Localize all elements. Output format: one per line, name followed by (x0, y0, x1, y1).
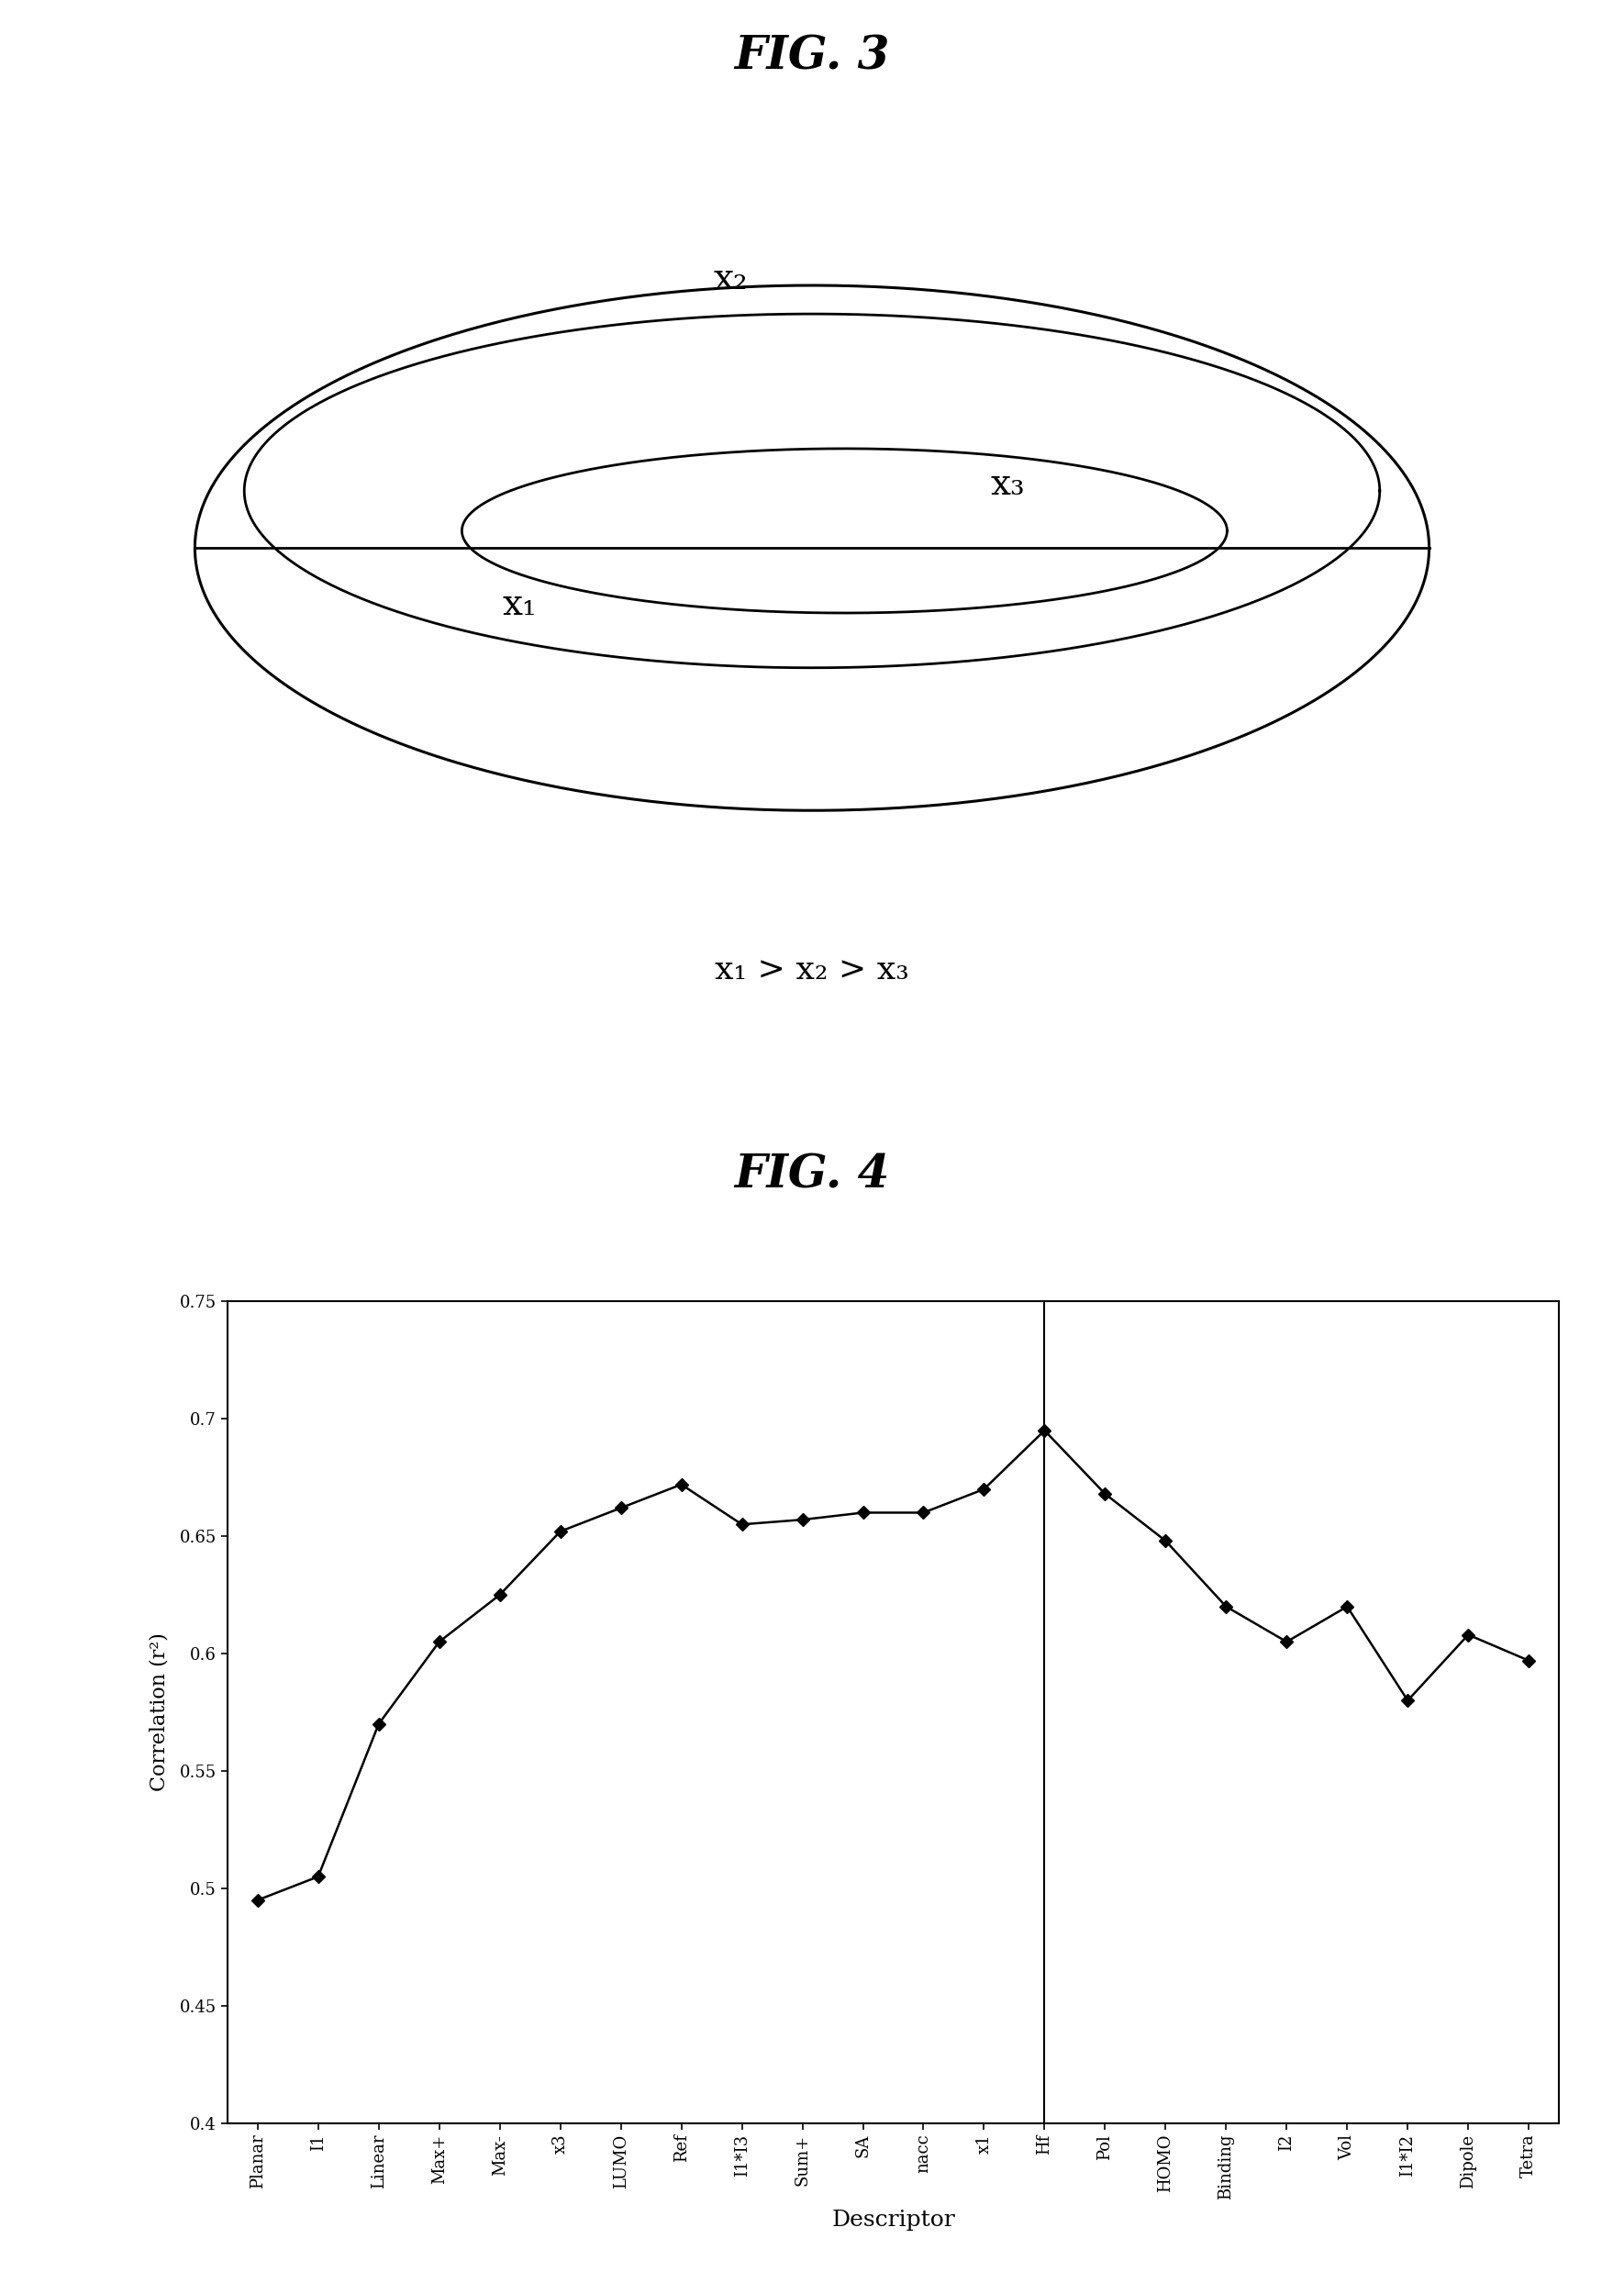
Text: x₁: x₁ (502, 587, 538, 621)
Text: FIG. 4: FIG. 4 (734, 1153, 890, 1199)
Text: x₁ > x₂ > x₃: x₁ > x₂ > x₃ (715, 954, 909, 986)
Y-axis label: Correlation (r²): Correlation (r²) (149, 1632, 169, 1792)
X-axis label: Descriptor: Descriptor (831, 2210, 955, 2230)
Text: FIG. 3: FIG. 3 (734, 34, 890, 80)
Text: x₂: x₂ (713, 263, 749, 297)
Text: x₃: x₃ (991, 468, 1025, 502)
